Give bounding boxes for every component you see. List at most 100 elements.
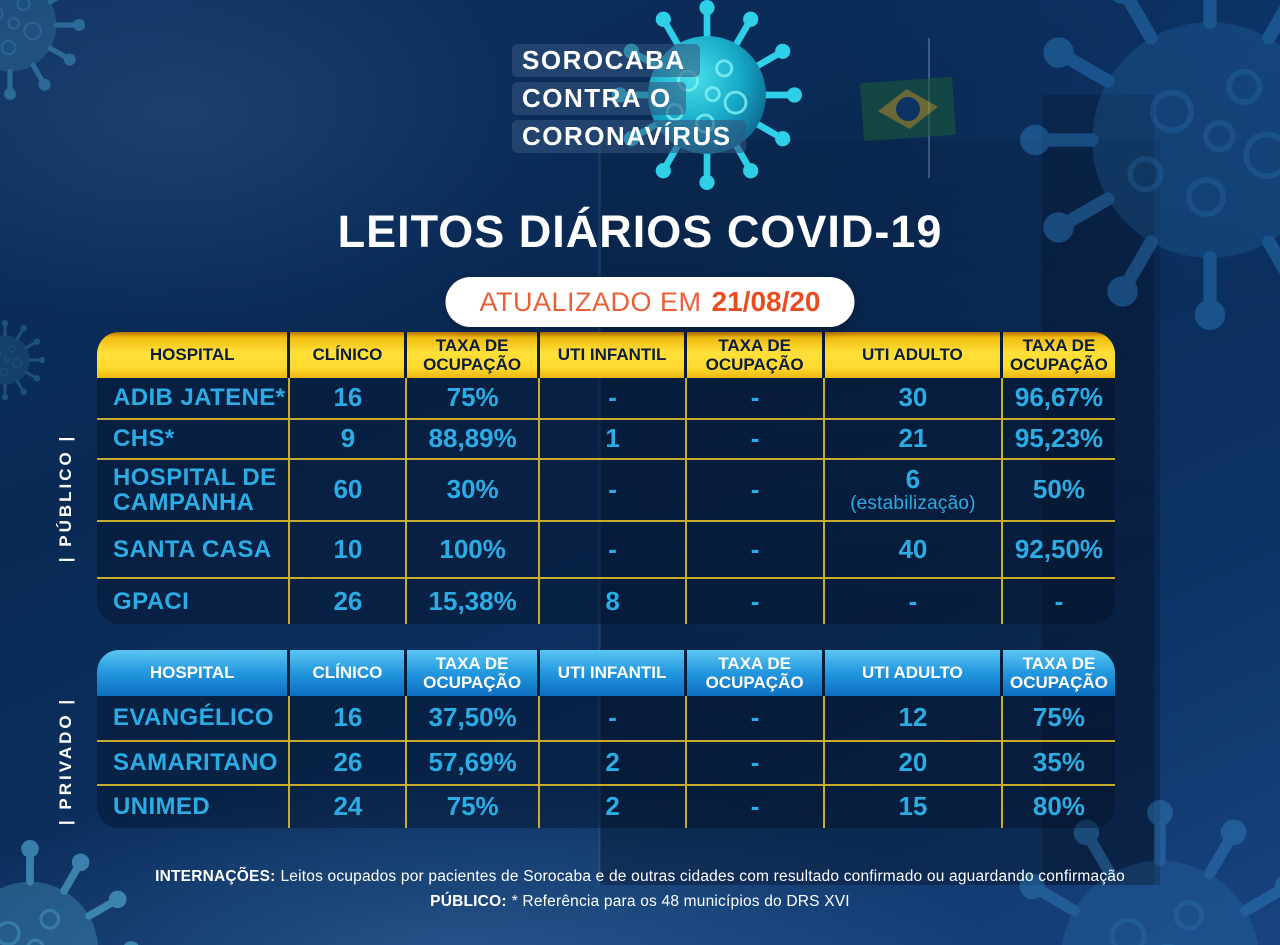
- cell-taxa-uti-adulto: 35%: [1032, 747, 1085, 778]
- col-taxa-ocupacao-uti-infantil: TAXA DE OCUPAÇÃO: [687, 650, 825, 696]
- private-hospitals-table: HOSPITAL CLÍNICO TAXA DE OCUPAÇÃO UTI IN…: [97, 650, 1115, 828]
- cell-clinico: 16: [290, 378, 408, 418]
- cell-taxa-uti-infantil: -: [687, 420, 825, 458]
- campaign-logo: SOROCABA CONTRA O CORONAVÍRUS: [512, 44, 746, 153]
- cell-hospital: EVANGÉLICO: [97, 696, 291, 740]
- cell-hospital: SAMARITANO: [97, 742, 291, 784]
- cell-hospital: ADIB JATENE*: [97, 378, 291, 418]
- footnote-text: Leitos ocupados por pacientes de Sorocab…: [280, 868, 1125, 885]
- private-table-header: HOSPITAL CLÍNICO TAXA DE OCUPAÇÃO UTI IN…: [97, 650, 1115, 696]
- cell-taxa-uti-infantil: -: [687, 696, 825, 740]
- footnotes: INTERNAÇÕES: Leitos ocupados por paciente…: [0, 868, 1280, 918]
- cell-hospital: HOSPITAL DE CAMPANHA: [97, 460, 291, 520]
- side-label-privado: | PRIVADO |: [56, 696, 75, 826]
- cell-clinico: 24: [290, 786, 408, 828]
- public-hospitals-table: HOSPITAL CLÍNICO TAXA DE OCUPAÇÃO UTI IN…: [97, 332, 1115, 624]
- cell-clinico: 60: [290, 460, 408, 520]
- col-uti-infantil: UTI INFANTIL: [540, 332, 688, 378]
- logo-line-3: CORONAVÍRUS: [512, 120, 746, 153]
- cell-hospital: CHS*: [97, 420, 291, 458]
- cell-note: (estabilização): [850, 492, 976, 514]
- row-samaritano: SAMARITANO 26 57,69% 2 - 20 35%: [97, 740, 1115, 784]
- logo-line-1: SOROCABA: [512, 44, 700, 77]
- footnote-text: * Referência para os 48 municípios do DR…: [511, 893, 850, 910]
- cell-uti-adulto: 12: [825, 696, 1003, 740]
- cell-taxa-uti-adulto: -: [1054, 585, 1064, 616]
- public-table-header: HOSPITAL CLÍNICO TAXA DE OCUPAÇÃO UTI IN…: [97, 332, 1115, 378]
- col-hospital: HOSPITAL: [97, 650, 291, 696]
- col-hospital: HOSPITAL: [97, 332, 291, 378]
- corner-virus-icon: [0, 320, 45, 400]
- cell-taxa-uti-adulto: 80%: [1032, 791, 1085, 822]
- cell-uti-adulto: 30: [825, 378, 1003, 418]
- flag-diamond: [877, 87, 940, 131]
- footnote-label: PÚBLICO:: [430, 893, 507, 910]
- cell-clinico: 26: [290, 579, 408, 624]
- col-taxa-ocupacao-clinico: TAXA DE OCUPAÇÃO: [407, 650, 540, 696]
- cell-uti-adulto: 20: [825, 742, 1003, 784]
- cell-clinico: 10: [290, 522, 408, 577]
- cell-value: 6: [905, 464, 921, 495]
- row-chs: CHS* 9 88,89% 1 - 21 95,23%: [97, 418, 1115, 458]
- cell-uti-adulto: 21: [825, 420, 1003, 458]
- cell-uti-infantil: -: [540, 522, 688, 577]
- footnote-publico: PÚBLICO: * Referência para os 48 municípi…: [0, 893, 1280, 911]
- cell-taxa-clinico: 15,38%: [407, 579, 540, 624]
- cell-taxa-uti-adulto: 92,50%: [1014, 533, 1104, 564]
- cell-taxa-uti-infantil: -: [687, 378, 825, 418]
- cell-taxa-clinico: 75%: [407, 786, 540, 828]
- col-clinico: CLÍNICO: [290, 332, 408, 378]
- cell-clinico: 9: [290, 420, 408, 458]
- cell-uti-infantil: -: [540, 460, 688, 520]
- corner-virus-icon: [0, 0, 85, 100]
- cell-taxa-uti-infantil: -: [687, 786, 825, 828]
- row-santa-casa: SANTA CASA 10 100% - - 40 92,50%: [97, 520, 1115, 577]
- flagpole: [928, 38, 930, 178]
- cell-taxa-clinico: 88,89%: [407, 420, 540, 458]
- cell-uti-infantil: 1: [540, 420, 688, 458]
- cell-uti-adulto: 6 (estabilização): [825, 460, 1003, 520]
- row-unimed: UNIMED 24 75% 2 - 15 80%: [97, 784, 1115, 828]
- col-taxa-ocupacao-uti-adulto: TAXA DE OCUPAÇÃO: [1009, 335, 1108, 374]
- cell-uti-adulto: 15: [825, 786, 1003, 828]
- cell-taxa-uti-infantil: -: [687, 522, 825, 577]
- cell-taxa-uti-infantil: -: [687, 579, 825, 624]
- col-clinico: CLÍNICO: [290, 650, 408, 696]
- cell-uti-adulto: -: [825, 579, 1003, 624]
- cell-taxa-clinico: 57,69%: [407, 742, 540, 784]
- col-taxa-ocupacao-clinico: TAXA DE OCUPAÇÃO: [407, 332, 540, 378]
- row-gpaci: GPACI 26 15,38% 8 - - -: [97, 577, 1115, 624]
- col-uti-adulto: UTI ADULTO: [825, 332, 1003, 378]
- col-uti-infantil: UTI INFANTIL: [540, 650, 688, 696]
- cell-taxa-clinico: 37,50%: [407, 696, 540, 740]
- corner-virus-icon: [1020, 0, 1280, 330]
- page-title: LEITOS DIÁRIOS COVID-19: [337, 206, 943, 257]
- cell-taxa-uti-adulto: 96,67%: [1014, 382, 1104, 413]
- cell-taxa-clinico: 30%: [407, 460, 540, 520]
- row-evangelico: EVANGÉLICO 16 37,50% - - 12 75%: [97, 696, 1115, 740]
- footnote-internacoes: INTERNAÇÕES: Leitos ocupados por paciente…: [0, 868, 1280, 886]
- logo-line-2: CONTRA O: [512, 82, 686, 115]
- cell-hospital: SANTA CASA: [97, 522, 291, 577]
- updated-date: 21/08/20: [711, 286, 821, 317]
- side-label-publico: | PÚBLICO |: [56, 433, 75, 563]
- brazil-flag: [860, 76, 956, 142]
- private-table-body: EVANGÉLICO 16 37,50% - - 12 75% SAMARITA…: [97, 696, 1115, 828]
- cell-hospital: UNIMED: [97, 786, 291, 828]
- flag-circle: [895, 96, 921, 122]
- cell-taxa-uti-adulto: 95,23%: [1014, 423, 1104, 454]
- updated-label: ATUALIZADO EM: [479, 286, 702, 317]
- col-taxa-ocupacao-uti-adulto: TAXA DE OCUPAÇÃO: [1009, 653, 1108, 692]
- cell-taxa-uti-infantil: -: [687, 742, 825, 784]
- cell-uti-infantil: -: [540, 696, 688, 740]
- cell-taxa-clinico: 75%: [407, 378, 540, 418]
- col-uti-adulto: UTI ADULTO: [825, 650, 1003, 696]
- public-table-body: ADIB JATENE* 16 75% - - 30 96,67% CHS* 9…: [97, 378, 1115, 624]
- updated-badge: ATUALIZADO EM 21/08/20: [445, 277, 855, 327]
- cell-clinico: 16: [290, 696, 408, 740]
- cell-uti-infantil: -: [540, 378, 688, 418]
- cell-uti-infantil: 8: [540, 579, 688, 624]
- row-adib-jatene: ADIB JATENE* 16 75% - - 30 96,67%: [97, 378, 1115, 418]
- cell-uti-infantil: 2: [540, 786, 688, 828]
